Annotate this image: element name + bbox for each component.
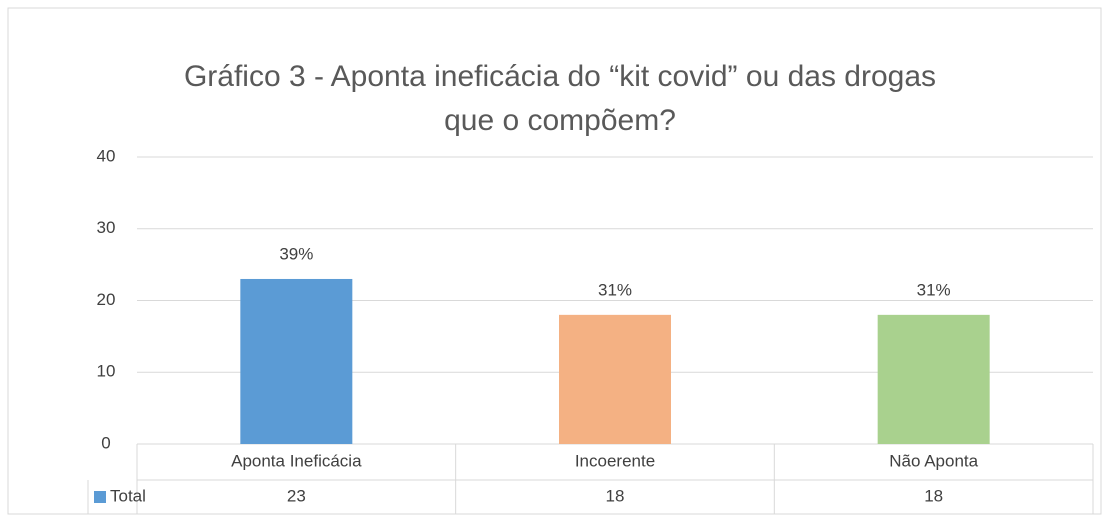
y-tick-label: 40 xyxy=(97,146,116,165)
legend-swatch xyxy=(94,491,106,503)
table-value: 23 xyxy=(287,486,306,505)
x-tick-label: Incoerente xyxy=(575,451,655,470)
x-tick-label: Aponta Ineficácia xyxy=(231,451,362,470)
bar xyxy=(240,278,353,444)
table-value: 18 xyxy=(606,486,625,505)
table-value: 18 xyxy=(924,486,943,505)
data-label: 31% xyxy=(917,280,951,299)
data-label: 31% xyxy=(598,280,632,299)
chart-title: Gráfico 3 - Aponta ineficácia do “kit co… xyxy=(184,60,936,137)
y-tick-label: 20 xyxy=(97,290,116,309)
y-tick-label: 10 xyxy=(97,362,116,381)
y-tick-label: 30 xyxy=(97,218,116,237)
bar xyxy=(559,314,671,444)
y-tick-label: 0 xyxy=(101,433,110,452)
x-tick-label: Não Aponta xyxy=(889,451,978,470)
data-label: 39% xyxy=(279,244,313,263)
bar xyxy=(877,314,990,444)
legend-label: Total xyxy=(110,486,146,505)
